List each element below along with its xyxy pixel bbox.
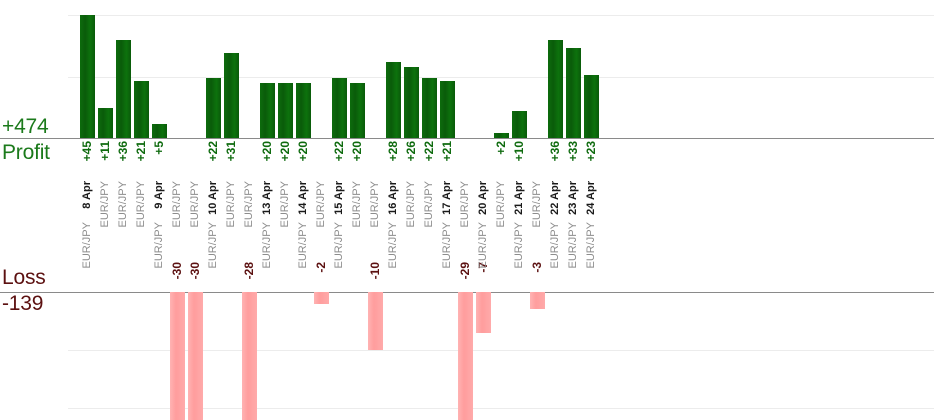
x-axis-date-label: 21 Apr [513,181,525,215]
x-axis-pair-label: EUR/JPY [297,222,309,269]
x-axis-date-label: 20 Apr [477,181,489,215]
profit-bar[interactable] [584,75,599,138]
x-axis-pair-label: EUR/JPY [549,222,561,269]
x-axis-pair-label: EUR/JPY [441,222,453,269]
profit-caption-label: Profit [2,141,50,164]
loss-bar[interactable] [188,292,203,420]
x-axis-pair-label: EUR/JPY [81,222,93,269]
x-axis-pair-label: EUR/JPY [135,181,147,228]
x-axis-pair-label: EUR/JPY [243,181,255,228]
profit-bar[interactable] [440,80,455,138]
profit-total-label: +474 [2,115,49,138]
x-axis-pair-label: EUR/JPY [225,181,237,228]
profit-bar[interactable] [224,53,239,138]
x-axis-pair-label: EUR/JPY [171,181,183,228]
x-axis-pair-label: EUR/JPY [333,222,345,269]
x-axis-pair-label: EUR/JPY [279,181,291,228]
loss-caption-label: Loss [2,266,46,289]
x-axis-pair-label: EUR/JPY [207,222,219,269]
x-axis-date-label: 22 Apr [549,181,561,215]
loss-bar[interactable] [368,292,383,350]
profit-bar[interactable] [206,77,221,138]
x-axis-pair-label: EUR/JPY [477,222,489,269]
profit-bar[interactable] [350,83,365,138]
x-axis-date-label: 14 Apr [297,181,309,215]
x-axis-date-label: 13 Apr [261,181,273,215]
x-axis-pair-label: EUR/JPY [189,181,201,228]
x-axis-pair-label: EUR/JPY [423,181,435,228]
profit-bar[interactable] [134,80,149,138]
x-axis-pair-label: EUR/JPY [567,222,579,269]
profit-bar[interactable] [296,83,311,138]
x-axis-pair-label: EUR/JPY [369,181,381,228]
x-axis-pair-label: EUR/JPY [405,181,417,228]
x-axis-pair-label: EUR/JPY [531,181,543,228]
profit-bar[interactable] [98,107,113,138]
profit-gridline-upper [68,15,934,16]
profit-bar[interactable] [80,15,95,138]
loss-bar[interactable] [530,292,545,310]
x-axis-pair-label: EUR/JPY [117,181,129,228]
x-axis-pair-label: EUR/JPY [495,181,507,228]
profit-bar[interactable] [260,83,275,138]
x-axis-date-label: 15 Apr [333,181,345,215]
profit-bar[interactable] [566,47,581,138]
x-axis-date-label: 10 Apr [207,181,219,215]
x-axis-date-label: 9 Apr [153,181,165,209]
x-axis-pair-label: EUR/JPY [351,181,363,228]
profit-bar[interactable] [548,39,563,138]
profit-baseline-axis [0,138,934,139]
x-axis-pair-label: EUR/JPY [261,222,273,269]
profit-bar[interactable] [116,39,131,138]
profit-bar[interactable] [278,83,293,138]
profit-gridline-lower [68,77,934,78]
x-axis-pair-label: EUR/JPY [387,222,399,269]
x-axis-pair-label: EUR/JPY [99,181,111,228]
loss-gridline-lower [68,408,934,409]
x-axis-pair-label: EUR/JPY [153,222,165,269]
x-axis-date-label: 24 Apr [585,181,597,215]
x-axis-pair-label: EUR/JPY [585,222,597,269]
x-axis-date-label: 23 Apr [567,181,579,215]
loss-bar[interactable] [476,292,491,333]
x-axis-pair-label: EUR/JPY [513,222,525,269]
x-axis-date-label: 17 Apr [441,181,453,215]
profit-bar[interactable] [386,61,401,138]
profit-bar[interactable] [152,124,167,138]
profit-bar[interactable] [404,67,419,138]
x-axis-pair-label: EUR/JPY [315,181,327,228]
x-axis-date-label: 16 Apr [387,181,399,215]
loss-bar[interactable] [458,292,473,420]
loss-bar[interactable] [242,292,257,420]
x-axis-date-label: 8 Apr [81,181,93,209]
loss-total-label: -139 [2,292,44,315]
loss-bar[interactable] [314,292,329,304]
profit-bar[interactable] [512,110,527,138]
loss-bar[interactable] [170,292,185,420]
loss-gridline-upper [68,350,934,351]
profit-bar[interactable] [422,77,437,138]
profit-bar[interactable] [332,77,347,138]
x-axis-pair-label: EUR/JPY [459,181,471,228]
profit-bar[interactable] [494,132,509,138]
